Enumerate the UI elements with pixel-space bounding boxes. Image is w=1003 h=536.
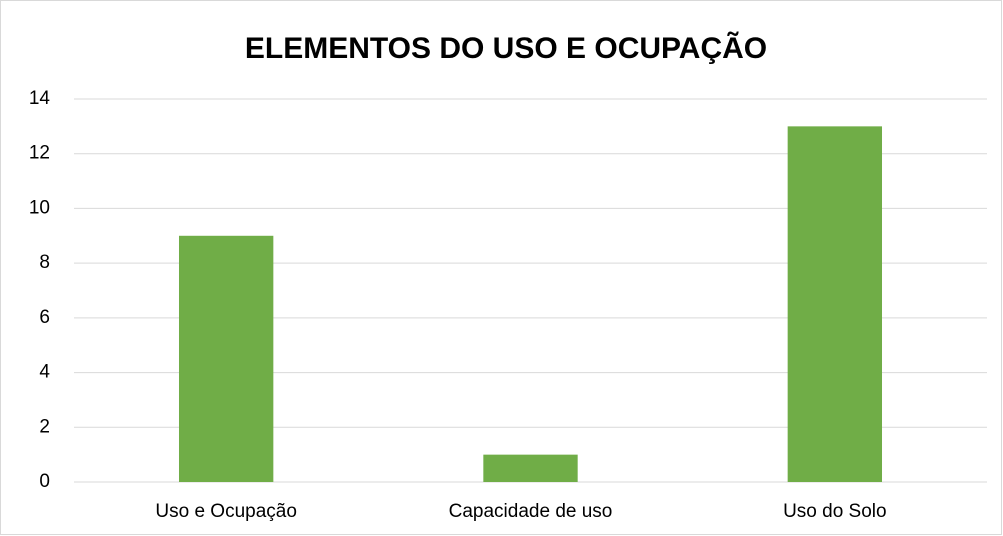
- y-tick-label: 6: [39, 307, 50, 328]
- y-tick-label: 0: [39, 471, 50, 492]
- y-tick-label: 4: [39, 362, 50, 383]
- y-tick-label: 8: [39, 252, 50, 273]
- bar: [483, 454, 578, 482]
- y-tick-label: 14: [29, 88, 51, 109]
- bar: [178, 235, 274, 482]
- x-tick-label: Capacidade de uso: [449, 501, 613, 522]
- y-tick-label: 12: [29, 143, 50, 164]
- chart-title: ELEMENTOS DO USO E OCUPAÇÃO: [245, 31, 767, 65]
- y-tick-label: 2: [39, 416, 50, 437]
- x-tick-label: Uso do Solo: [783, 501, 887, 522]
- y-tick-label: 10: [29, 197, 50, 218]
- bar: [787, 126, 883, 482]
- x-tick-label: Uso e Ocupação: [155, 501, 297, 522]
